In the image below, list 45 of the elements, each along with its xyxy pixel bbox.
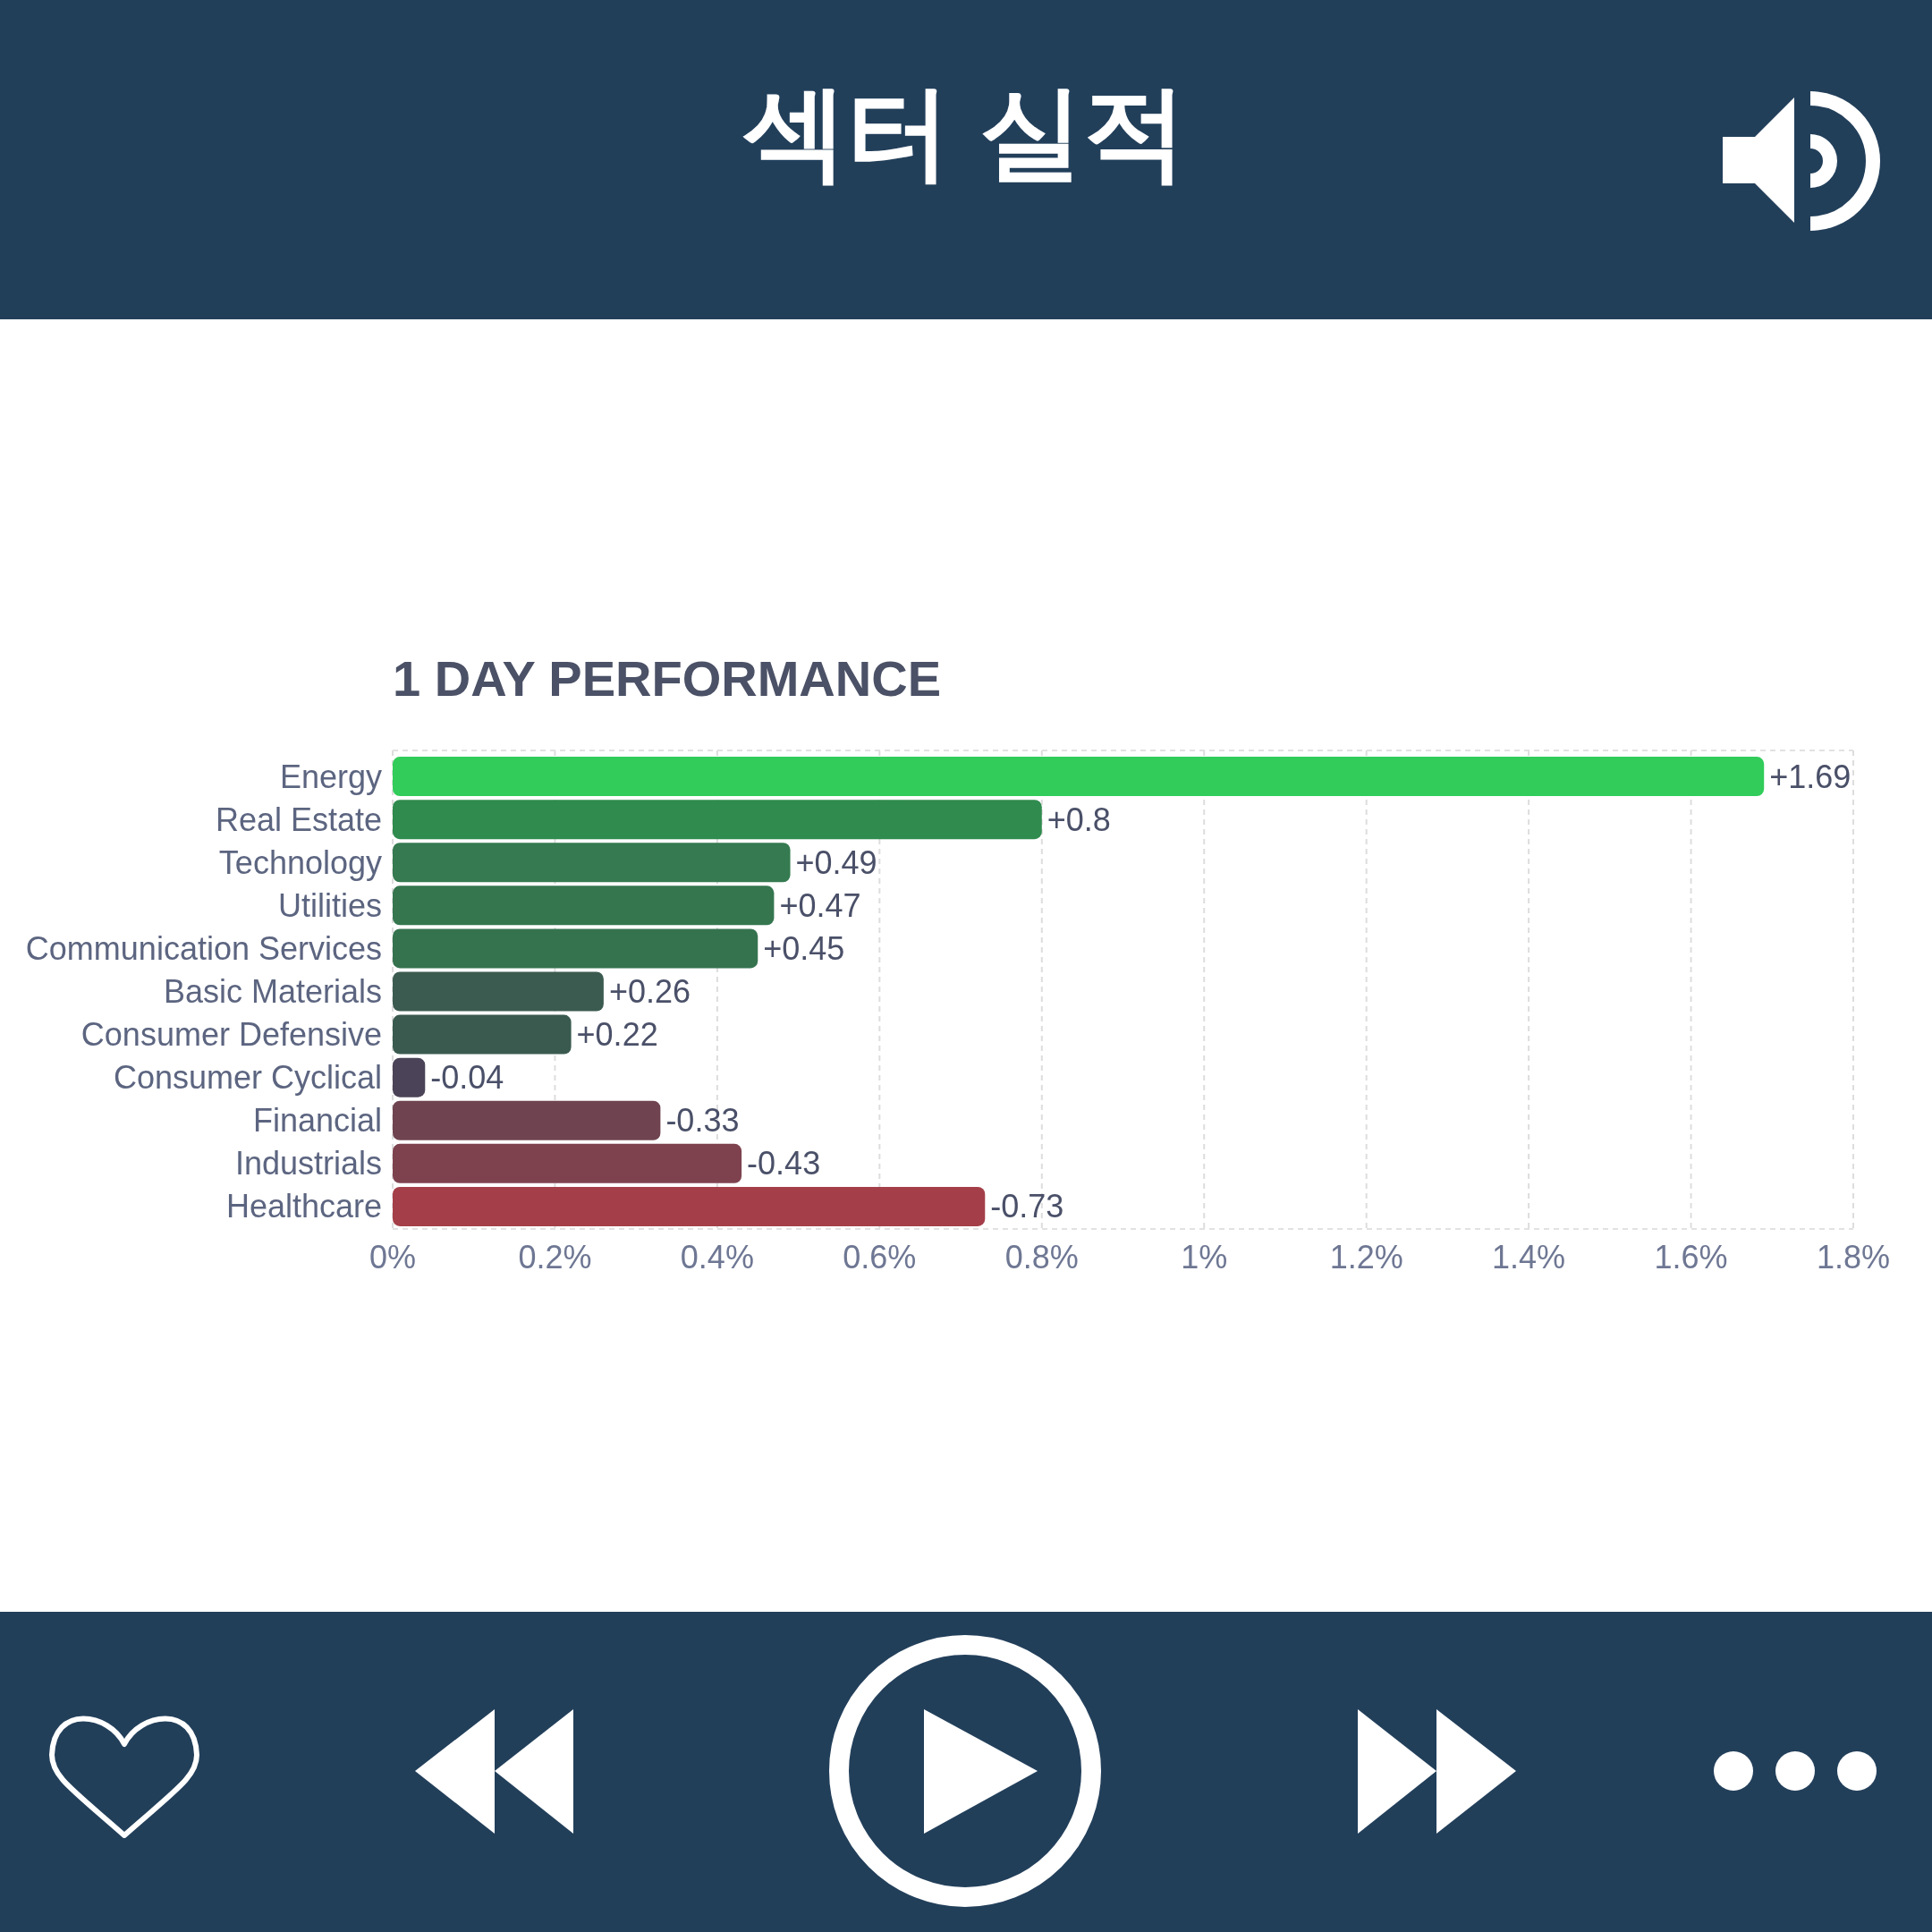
y-tick-label: Communication Services [25,929,382,967]
annotation: +0.8 [1046,801,1111,838]
annotation: +0.26 [608,973,691,1010]
x-tick-label: 0.4% [680,1239,754,1275]
x-tick-label: 1% [1181,1239,1228,1275]
y-tick-label: Consumer Defensive [80,1016,382,1054]
annotation: -0.33 [665,1102,740,1140]
x-tick-label: 0% [369,1239,417,1275]
bar [393,843,791,883]
bar [393,800,1042,840]
annotation: -0.43 [747,1145,821,1182]
chart-title: 섹터 실적 [741,74,1188,191]
y-tick-label: Utilities [277,886,382,924]
y-tick-label: Consumer Cyclical [113,1059,382,1097]
chart-subtitle: 1 DAY PERFORMANCE [393,650,942,707]
bar [393,971,604,1012]
x-tick-label: 0.8% [1004,1239,1079,1275]
annotation: -0.04 [430,1059,504,1097]
bar [393,1100,661,1140]
annotation: +0.47 [779,886,861,924]
y-tick-label: Healthcare [225,1188,382,1225]
x-tick-label: 0.6% [843,1239,917,1275]
x-tick-label: 1.4% [1492,1239,1566,1275]
annotation: +0.49 [795,843,877,881]
y-tick-label: Industrials [234,1145,382,1182]
x-tick-label: 1.2% [1329,1239,1403,1275]
annotation: +0.22 [576,1016,658,1054]
bar [393,757,1765,797]
y-tick-label: Real Estate [215,801,382,838]
y-tick-label: Financial [252,1102,382,1140]
x-tick-label: 1.8% [1816,1239,1891,1275]
annotation: -0.73 [990,1188,1064,1225]
y-tick-label: Technology [218,843,382,881]
annotation: +1.69 [1769,758,1852,795]
bar [393,1014,572,1055]
annotation: +0.45 [763,929,845,967]
bar [393,1057,426,1097]
bar [393,1186,986,1226]
y-tick-label: Basic Materials [163,973,382,1010]
bar [393,1143,742,1183]
x-tick-label: 0.2% [518,1239,592,1275]
bar [393,928,758,969]
bar [393,886,775,926]
x-tick-label: 1.6% [1654,1239,1728,1275]
y-tick-label: Energy [279,758,382,795]
